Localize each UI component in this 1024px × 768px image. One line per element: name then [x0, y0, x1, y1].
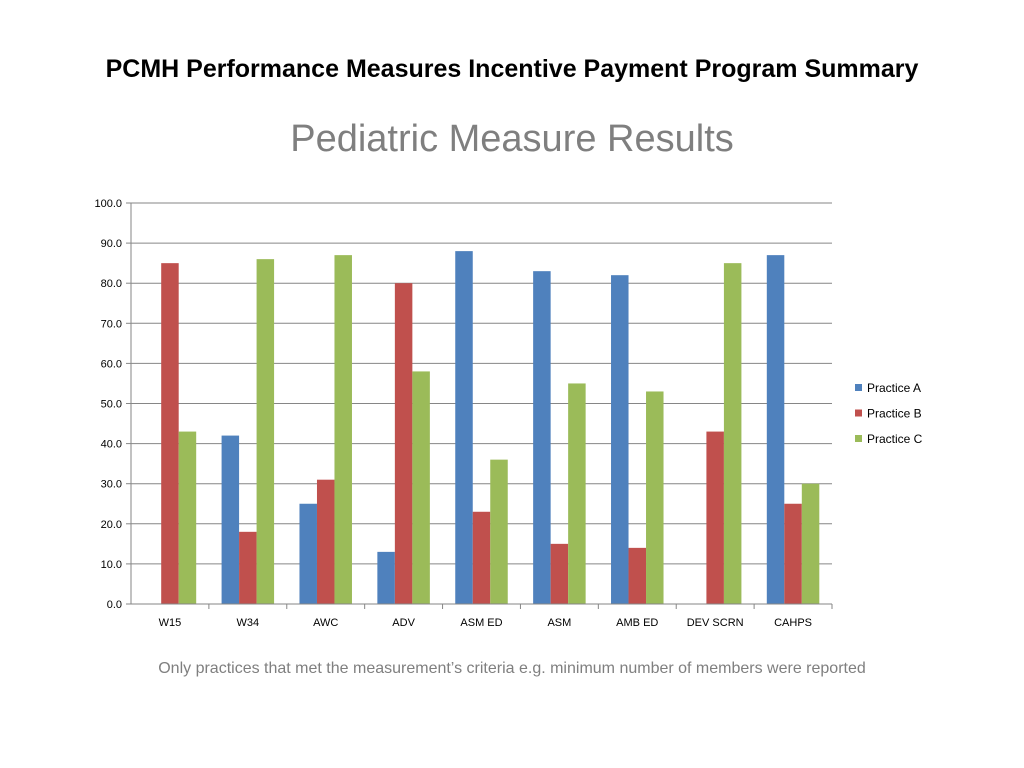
- bar-practice-c-cahps: [801, 483, 820, 604]
- x-tick-label: W15: [159, 617, 182, 629]
- y-tick-label: 20.0: [101, 519, 122, 531]
- bar-practice-b-asm-ed: [472, 511, 491, 604]
- footnote: Only practices that met the measurement’…: [158, 660, 866, 677]
- legend-swatch: [855, 435, 862, 442]
- y-tick-label: 60.0: [101, 358, 122, 370]
- bar-practice-a-asm: [533, 271, 551, 604]
- legend-label: Practice C: [867, 432, 923, 446]
- y-tick-label: 50.0: [101, 399, 122, 411]
- bar-practice-b-dev-scrn: [706, 431, 724, 604]
- bar-practice-a-awc: [299, 503, 317, 604]
- x-tick-label: AWC: [313, 617, 338, 629]
- legend-swatch: [855, 384, 862, 391]
- y-tick-label: 30.0: [101, 479, 122, 491]
- y-tick-label: 100.0: [94, 198, 122, 210]
- x-tick-label: ASM: [547, 617, 571, 629]
- y-tick-label: 40.0: [101, 439, 122, 451]
- slide-heading: PCMH Performance Measures Incentive Paym…: [105, 55, 919, 83]
- bar-practice-a-cahps: [766, 255, 785, 604]
- legend-swatch: [855, 409, 862, 417]
- bar-practice-c-awc: [334, 255, 352, 604]
- legend-label: Practice A: [867, 381, 921, 395]
- bar-practice-b-cahps: [784, 503, 802, 604]
- axes: 0.0 10.0 20.0 30.0 40.0 50.0 60.0 70.0 80.0 90.0 1…: [94, 198, 833, 629]
- bar-practice-b-asm: [550, 543, 569, 604]
- bar-practice-a-asm-ed: [455, 251, 473, 604]
- legend: Practice A Practice B Practice C: [855, 381, 923, 446]
- bar-practice-c-dev-scrn: [723, 263, 742, 604]
- x-tick-label: DEV SCRN: [687, 617, 744, 629]
- y-tick-label: 70.0: [101, 318, 122, 330]
- legend-label: Practice B: [867, 407, 922, 421]
- bar-practice-b-amb-ed: [628, 547, 647, 604]
- y-tick-label: 90.0: [101, 238, 122, 250]
- bar-practice-c-amb-ed: [646, 391, 664, 604]
- bar-practice-b-w34: [239, 531, 257, 604]
- y-tick-label: 10.0: [101, 559, 122, 571]
- chart-title: Pediatric Measure Results: [290, 118, 734, 160]
- bar-practice-b-w15: [161, 263, 179, 604]
- y-tick-label: 0.0: [107, 599, 122, 611]
- bar-practice-b-adv: [394, 283, 413, 604]
- bar-practice-c-asm: [568, 383, 586, 604]
- bar-chart: 0.0 10.0 20.0 30.0 40.0 50.0 60.0 70.0 80.0 90.0 1…: [94, 198, 923, 629]
- bars: [161, 251, 820, 604]
- x-tick-label: AMB ED: [616, 617, 658, 629]
- x-tick-label: ASM ED: [460, 617, 502, 629]
- bar-practice-c-w15: [178, 431, 197, 604]
- x-tick-label: CAHPS: [774, 617, 812, 629]
- x-tick-label: ADV: [392, 617, 415, 629]
- bar-practice-a-adv: [377, 551, 395, 604]
- bar-practice-c-asm-ed: [490, 459, 508, 604]
- bar-practice-a-w34: [221, 435, 240, 604]
- bar-practice-c-adv: [412, 371, 430, 604]
- x-tick-label: W34: [237, 617, 260, 629]
- y-tick-label: 80.0: [101, 278, 122, 290]
- bar-practice-a-amb-ed: [611, 275, 629, 604]
- bar-practice-b-awc: [316, 479, 335, 604]
- bar-practice-c-w34: [256, 259, 275, 604]
